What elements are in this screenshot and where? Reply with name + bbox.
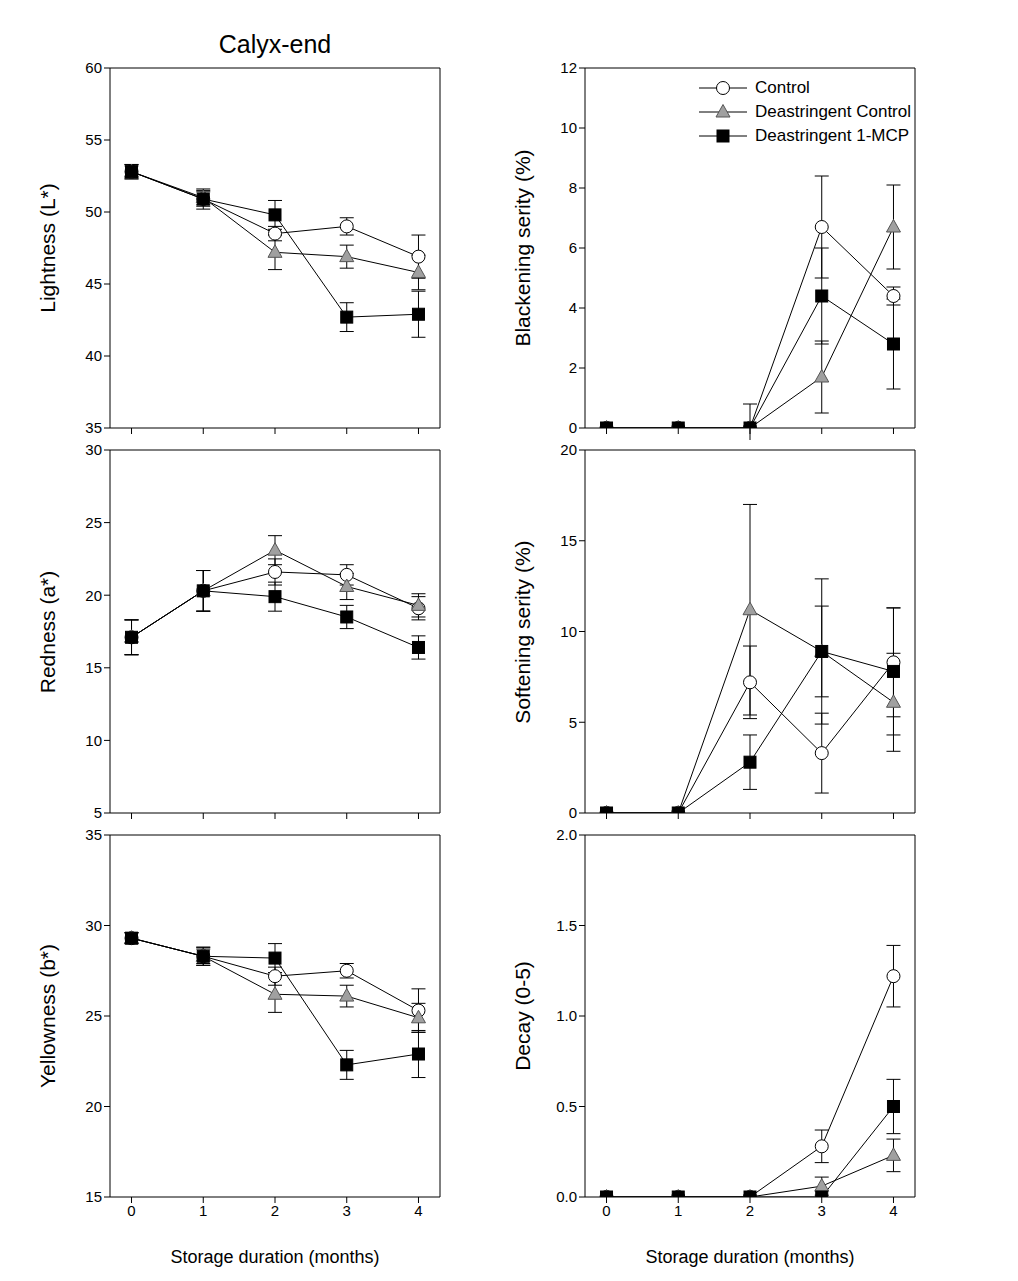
svg-text:45: 45 xyxy=(85,275,102,292)
svg-text:30: 30 xyxy=(85,917,102,934)
svg-text:2: 2 xyxy=(746,1202,754,1219)
svg-text:2: 2 xyxy=(271,1202,279,1219)
svg-text:6: 6 xyxy=(569,239,577,256)
svg-text:35: 35 xyxy=(85,827,102,843)
html-text:Storage duration (months): Storage duration (months) xyxy=(645,1246,855,1267)
svg-text:1.5: 1.5 xyxy=(556,917,577,934)
svg-text:4: 4 xyxy=(414,1202,422,1219)
svg-text:0: 0 xyxy=(569,419,577,436)
html-text:Deastringent 1-MCP: Deastringent 1-MCP xyxy=(755,126,910,145)
html-text:Control: Control xyxy=(755,78,810,97)
svg-text:4: 4 xyxy=(569,299,577,316)
svg-text:10: 10 xyxy=(560,623,577,640)
svg-text:20: 20 xyxy=(560,442,577,458)
html-text:Redness (a*): Redness (a*) xyxy=(36,570,59,693)
svg-text:35: 35 xyxy=(85,419,102,436)
svg-text:25: 25 xyxy=(85,514,102,531)
svg-text:1: 1 xyxy=(199,1202,207,1219)
svg-text:3: 3 xyxy=(343,1202,351,1219)
svg-text:0: 0 xyxy=(127,1202,135,1219)
svg-text:2.0: 2.0 xyxy=(556,827,577,843)
svg-text:60: 60 xyxy=(85,60,102,76)
html-text:Decay (0-5): Decay (0-5) xyxy=(511,961,534,1071)
svg-text:10: 10 xyxy=(85,732,102,749)
html-text:Calyx-end: Calyx-end xyxy=(218,29,332,58)
svg-text:20: 20 xyxy=(85,587,102,604)
svg-text:0: 0 xyxy=(602,1202,610,1219)
svg-text:1.0: 1.0 xyxy=(556,1007,577,1024)
svg-text:0.0: 0.0 xyxy=(556,1188,577,1205)
svg-text:15: 15 xyxy=(85,1188,102,1205)
svg-text:15: 15 xyxy=(560,532,577,549)
svg-text:20: 20 xyxy=(85,1098,102,1115)
svg-text:3: 3 xyxy=(818,1202,826,1219)
svg-text:55: 55 xyxy=(85,131,102,148)
svg-text:0.5: 0.5 xyxy=(556,1098,577,1115)
svg-text:0: 0 xyxy=(569,804,577,821)
svg-text:25: 25 xyxy=(85,1007,102,1024)
svg-text:10: 10 xyxy=(560,119,577,136)
svg-text:30: 30 xyxy=(85,442,102,458)
svg-text:40: 40 xyxy=(85,347,102,364)
svg-text:5: 5 xyxy=(569,714,577,731)
svg-text:1: 1 xyxy=(674,1202,682,1219)
svg-text:4: 4 xyxy=(889,1202,897,1219)
html-text:Deastringent Control: Deastringent Control xyxy=(755,102,911,121)
svg-text:15: 15 xyxy=(85,659,102,676)
html-text:Storage duration (months): Storage duration (months) xyxy=(170,1246,380,1267)
svg-text:8: 8 xyxy=(569,179,577,196)
html-text:Softening serity (%): Softening serity (%) xyxy=(511,539,534,724)
svg-text:2: 2 xyxy=(569,359,577,376)
svg-text:12: 12 xyxy=(560,60,577,76)
svg-text:50: 50 xyxy=(85,203,102,220)
html-text:Blackening serity (%): Blackening serity (%) xyxy=(511,149,534,347)
html-text:Yellowness (b*): Yellowness (b*) xyxy=(36,944,59,1088)
html-text:Lightness (L*): Lightness (L*) xyxy=(36,183,59,313)
svg-text:5: 5 xyxy=(94,804,102,821)
